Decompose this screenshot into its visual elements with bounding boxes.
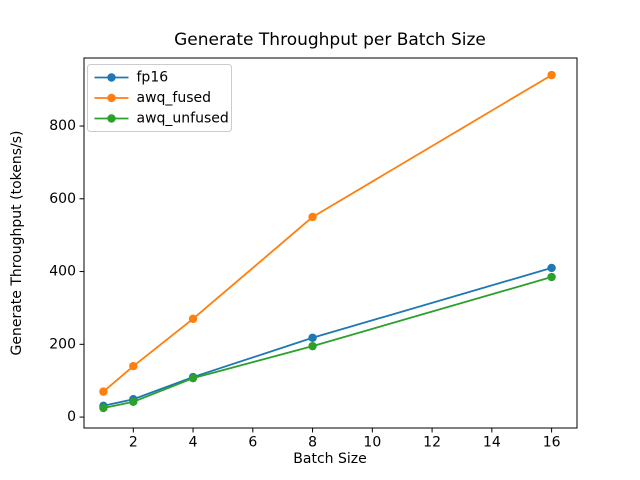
series-marker-fp16 [308, 333, 317, 342]
legend-marker-awq_fused [107, 93, 116, 103]
series-marker-awq_unfused [129, 397, 138, 407]
y-tick-label: 200 [49, 336, 76, 352]
series-marker-awq_unfused [308, 341, 317, 351]
series-marker-awq_fused [99, 387, 108, 396]
x-tick-label: 14 [483, 435, 501, 451]
y-tick-label: 800 [49, 118, 76, 134]
legend-label-awq_fused: awq_fused [137, 90, 212, 106]
series-marker-awq_fused [129, 361, 138, 371]
legend-marker-fp16 [107, 73, 116, 82]
y-axis-label: Generate Throughput (tokens/s) [9, 130, 25, 356]
x-tick-label: 4 [189, 435, 198, 451]
legend-marker-awq_unfused [107, 114, 116, 123]
x-tick-label: 10 [363, 435, 381, 451]
chart-title: Generate Throughput per Batch Size [174, 30, 486, 50]
series-marker-awq_unfused [547, 272, 556, 282]
x-tick-label: 12 [423, 435, 441, 451]
legend [87, 64, 232, 132]
y-tick-label: 0 [67, 409, 76, 425]
y-tick-label: 600 [49, 191, 76, 207]
x-axis-label: Batch Size [293, 451, 367, 467]
x-tick-label: 6 [248, 435, 257, 451]
legend-label-awq_unfused: awq_unfused [137, 111, 229, 127]
x-tick-label: 16 [543, 435, 561, 451]
series-marker-awq_unfused [99, 403, 108, 413]
y-tick-label: 400 [49, 264, 76, 280]
x-tick-label: 8 [308, 435, 317, 451]
series-marker-fp16 [547, 263, 556, 273]
series-marker-awq_fused [188, 314, 198, 324]
series-marker-awq_fused [547, 70, 556, 80]
x-tick-label: 2 [129, 435, 138, 451]
series-marker-awq_unfused [188, 373, 198, 383]
legend-label-fp16: fp16 [137, 70, 169, 86]
series-marker-awq_fused [308, 212, 317, 222]
